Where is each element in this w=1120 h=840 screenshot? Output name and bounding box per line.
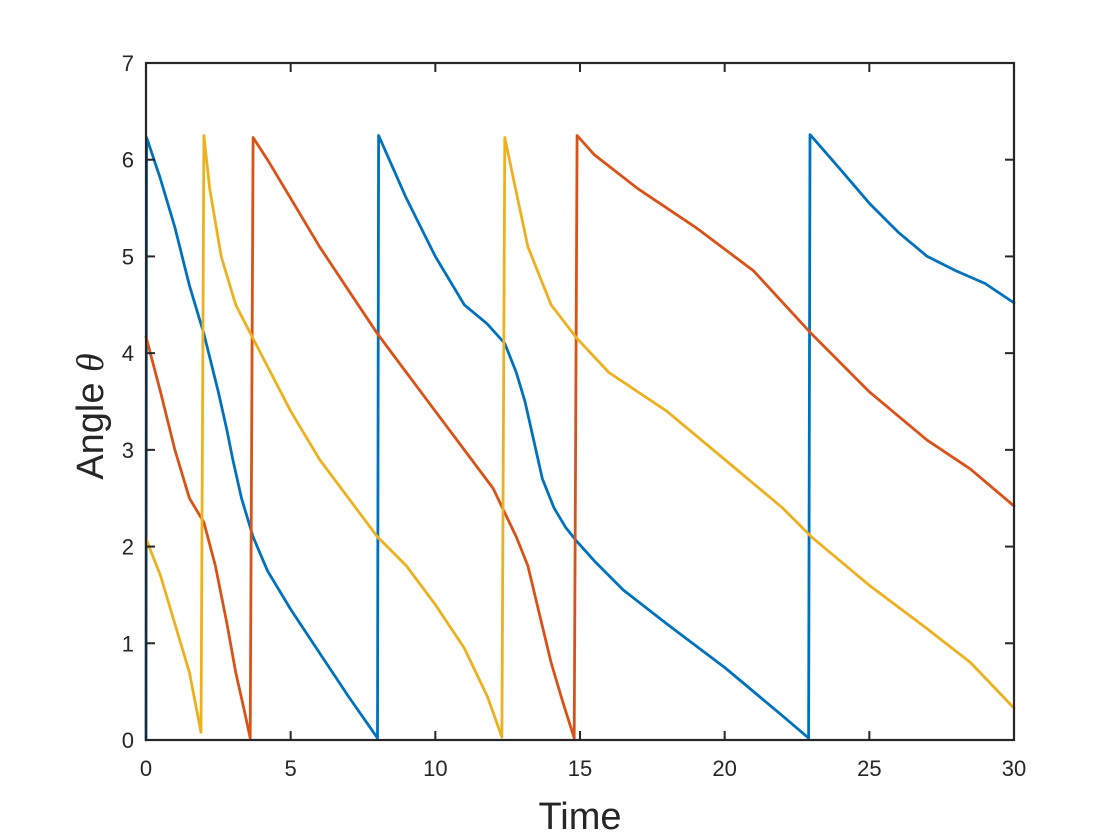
ticks-group <box>145 62 1015 741</box>
y-tick-label-2: 2 <box>122 535 134 560</box>
y-tick-label-7: 7 <box>122 51 134 76</box>
x-tick-label-15: 15 <box>568 756 592 781</box>
series-line-1 <box>144 133 1016 742</box>
x-tick-label-20: 20 <box>712 756 736 781</box>
x-tick-label-10: 10 <box>423 756 447 781</box>
x-tick-label-0: 0 <box>140 756 152 781</box>
y-axis-label-text: Angle <box>70 383 112 480</box>
y-axis-label: Angle θ <box>70 353 112 479</box>
x-axis-label: Time <box>538 796 621 838</box>
y-tick-label-0: 0 <box>122 728 134 753</box>
y-tick-label-4: 4 <box>122 341 134 366</box>
plot-frame <box>144 61 1016 742</box>
series-line-3 <box>144 134 1016 739</box>
series-group <box>144 133 1016 742</box>
y-axis-label-space <box>70 372 112 383</box>
y-tick-label-1: 1 <box>122 631 134 656</box>
x-tick-label-5: 5 <box>285 756 297 781</box>
y-tick-label-5: 5 <box>122 244 134 269</box>
y-axis-label-symbol: θ <box>70 353 112 372</box>
x-tick-label-30: 30 <box>1002 756 1026 781</box>
y-tick-label-6: 6 <box>122 148 134 173</box>
x-tick-label-25: 25 <box>857 756 881 781</box>
series-line-2 <box>144 134 1016 740</box>
tick-labels-group: 0 5 10 15 20 25 30 0 1 2 3 4 5 6 7 <box>122 51 1026 781</box>
y-tick-label-3: 3 <box>122 438 134 463</box>
